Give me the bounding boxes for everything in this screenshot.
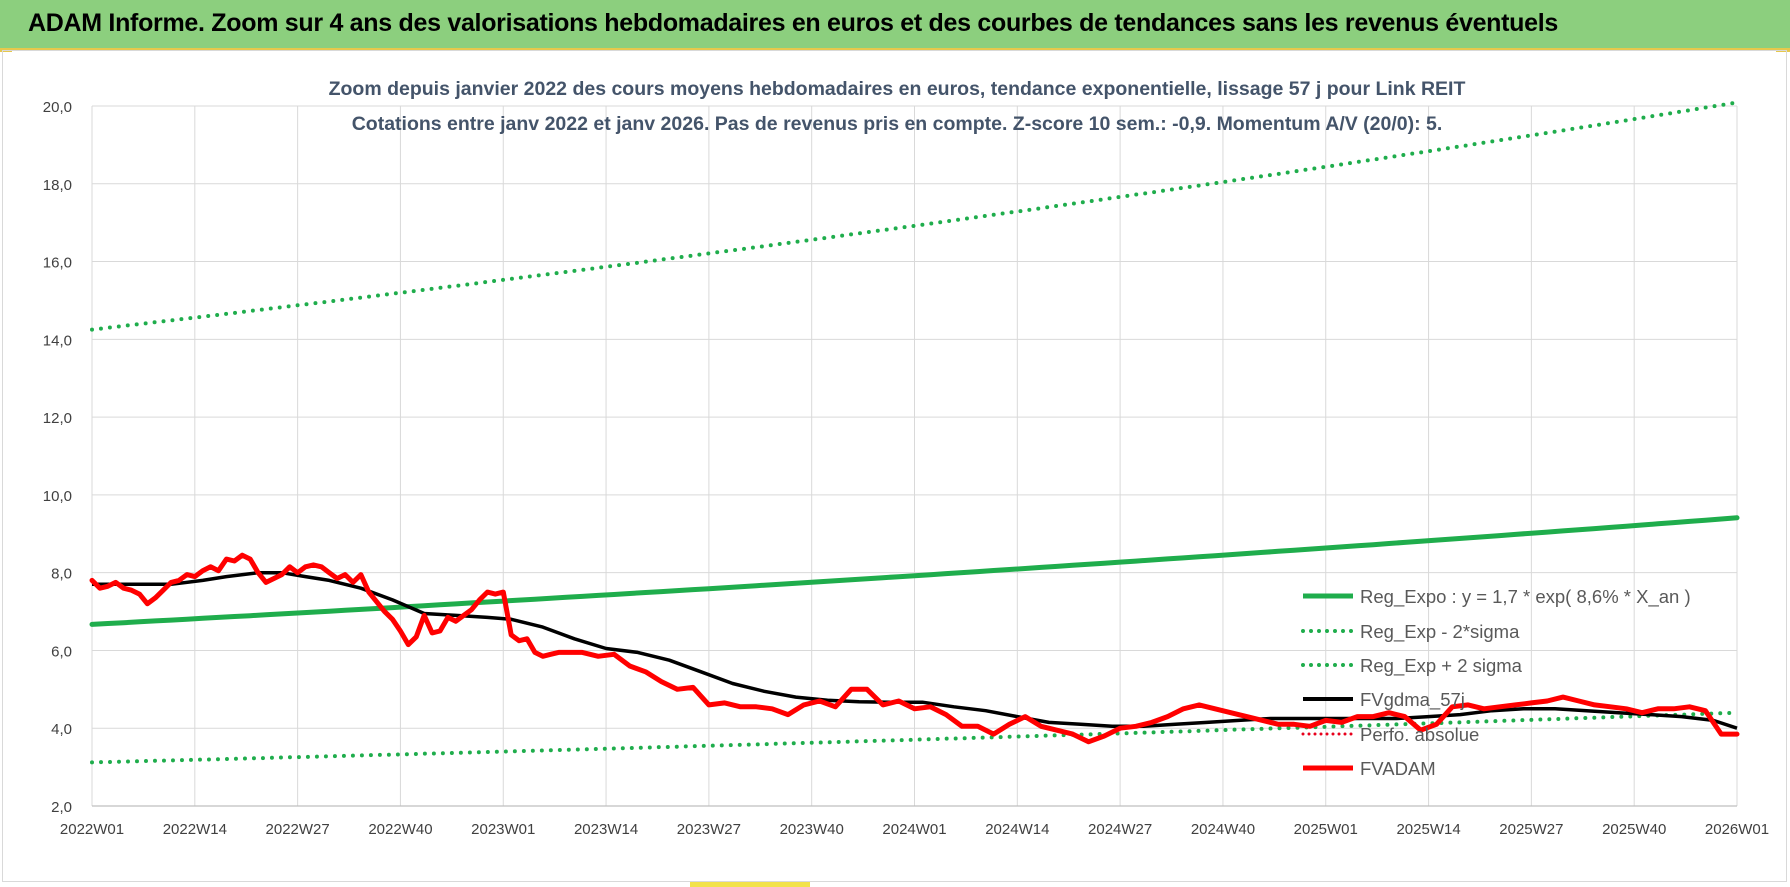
bottom-accent [690,882,810,887]
y-tick-label: 16,0 [43,255,72,272]
y-tick-label: 20,0 [43,99,72,116]
x-tick-label: 2025W40 [1602,821,1666,838]
y-tick-label: 8,0 [51,566,72,583]
series-reg-exp-plus-2sigma [90,100,1739,332]
x-tick-label: 2022W01 [60,821,124,838]
series-layer [89,100,1740,765]
chart-legend: Reg_Expo : y = 1,7 * exp( 8,6% * X_an ) R… [1301,586,1691,779]
legend-label: FVgdma_57j [1360,689,1465,711]
chart-frame [2,50,1787,882]
y-tick-label: 12,0 [43,410,72,427]
x-tick-label: 2023W27 [677,821,741,838]
series-reg-expo [89,515,1740,627]
y-tick-label: 2,0 [51,799,72,816]
y-axis-ticks: 2,0 4,0 6,0 8,0 10,0 12,0 14,0 16,0 18,0 20,0 [43,99,72,816]
y-tick-label: 6,0 [51,643,72,660]
legend-label: Perfo. absolue [1360,724,1479,745]
x-tick-label: 2024W40 [1191,821,1255,838]
x-tick-label: 2025W01 [1294,821,1358,838]
x-tick-label: 2022W14 [163,821,227,838]
chart-titles: Zoom depuis janvier 2022 des cours moyen… [329,78,1466,135]
y-tick-label: 10,0 [43,488,72,505]
grid-lines [91,105,1738,807]
x-tick-label: 2023W40 [780,821,844,838]
x-tick-label: 2023W14 [574,821,638,838]
y-tick-label: 18,0 [43,177,72,194]
legend-label: Reg_Exp - 2*sigma [1360,621,1520,643]
x-tick-label: 2024W14 [985,821,1049,838]
x-tick-label: 2022W40 [368,821,432,838]
chart-subtitle: Cotations entre janv 2022 et janv 2026. … [352,113,1443,135]
y-tick-label: 4,0 [51,721,72,738]
x-tick-label: 2023W01 [471,821,535,838]
y-tick-label: 14,0 [43,332,72,349]
x-tick-label: 2025W27 [1499,821,1563,838]
x-tick-label: 2026W01 [1705,821,1769,838]
legend-label: Reg_Exp + 2 sigma [1360,655,1523,677]
chart-title: Zoom depuis janvier 2022 des cours moyen… [329,78,1466,100]
legend-label: Reg_Expo : y = 1,7 * exp( 8,6% * X_an ) [1360,586,1691,608]
x-tick-label: 2024W01 [882,821,946,838]
x-tick-label: 2022W27 [266,821,330,838]
legend-label: FVADAM [1360,758,1436,779]
header-banner: ADAM Informe. Zoom sur 4 ans des valoris… [0,0,1790,50]
x-tick-label: 2024W27 [1088,821,1152,838]
page-title: ADAM Informe. Zoom sur 4 ans des valoris… [28,9,1558,37]
x-tick-label: 2025W14 [1396,821,1460,838]
series-fvadam [89,552,1740,745]
x-axis-ticks: 2022W01 2022W14 2022W27 2022W40 2023W01 2023W… [60,821,1769,838]
